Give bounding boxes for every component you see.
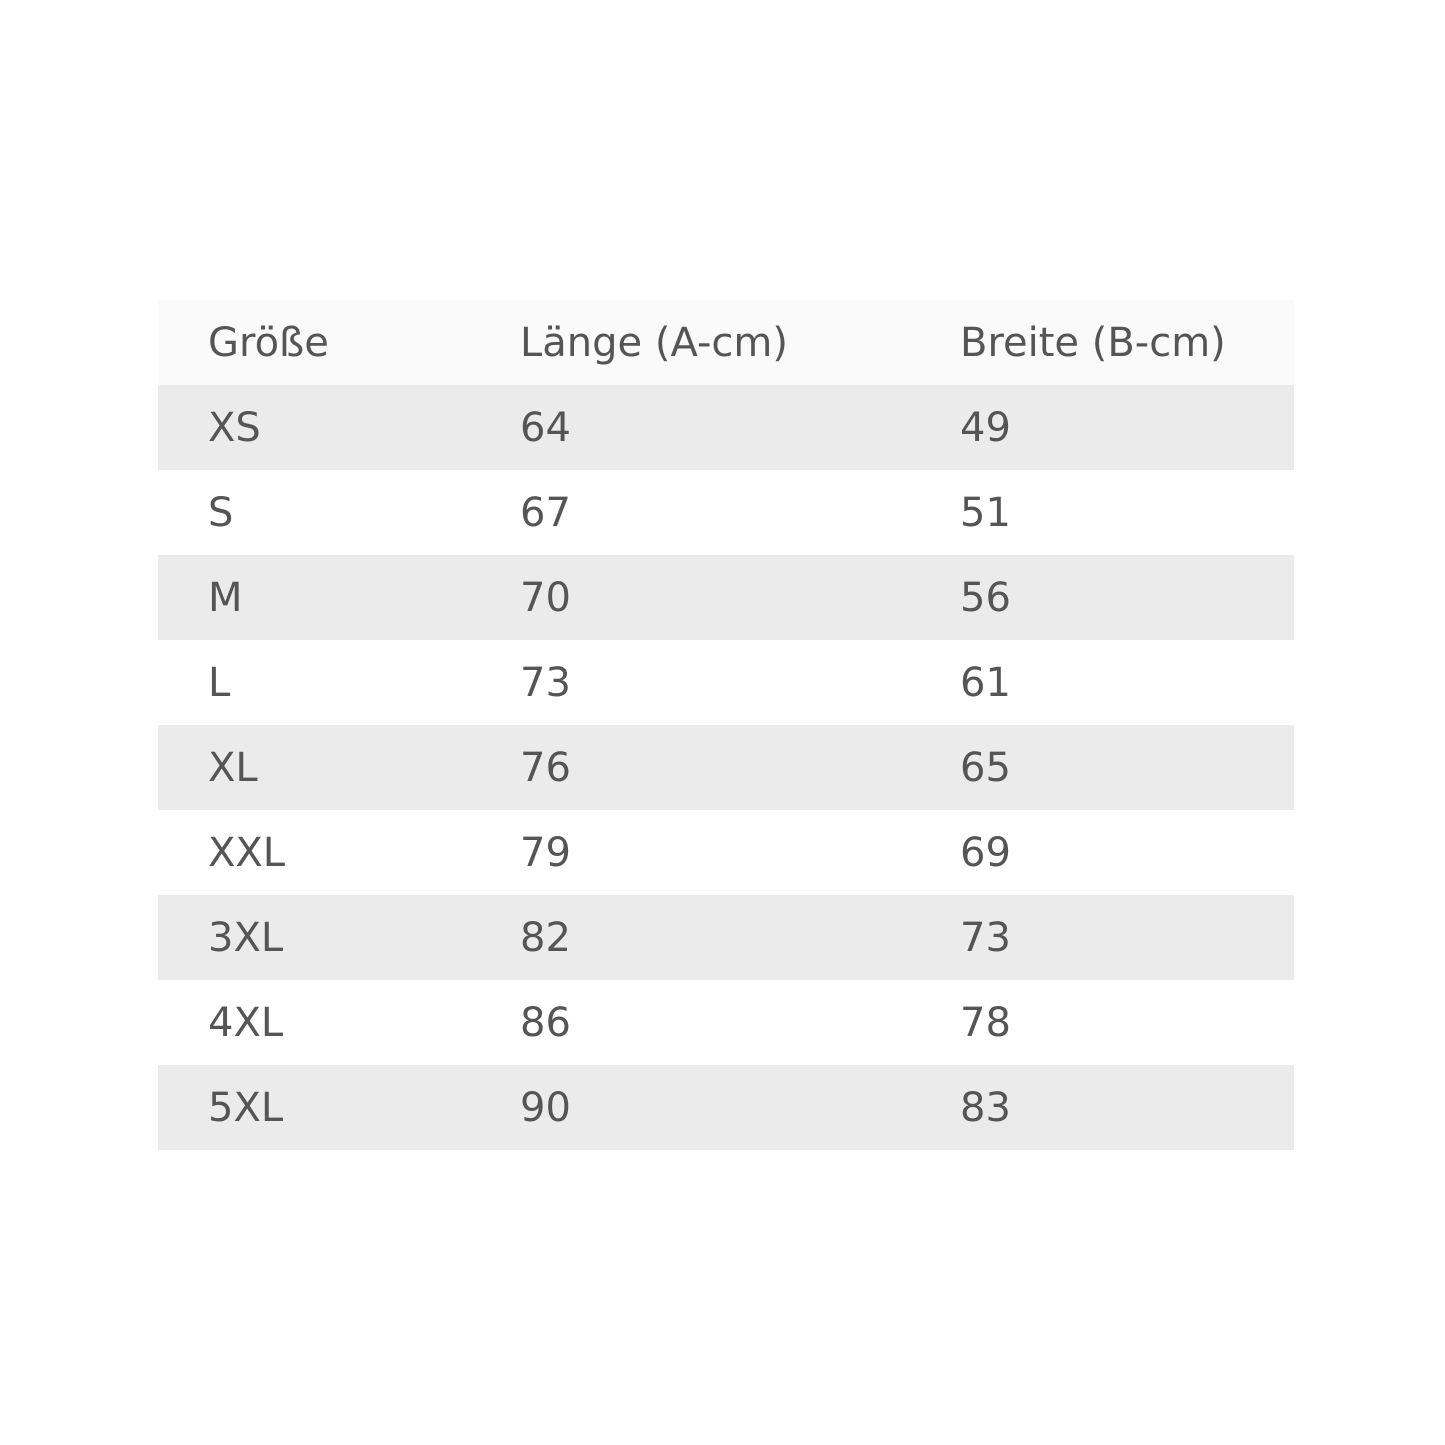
table-cell: XL [208,744,258,791]
size-table: Größe Länge (A-cm) Breite (B-cm) XS 64 49 S 67 5… [158,300,1294,1150]
table-cell: XS [208,404,261,451]
table-cell: 90 [520,1084,571,1131]
table-row: XS 64 49 [158,385,1294,470]
table-cell: L [208,659,231,706]
table-cell: XXL [208,829,286,876]
table-cell: 64 [520,404,571,451]
table-cell: 78 [960,999,1011,1046]
table-cell: S [208,489,234,536]
table-cell: 69 [960,829,1011,876]
table-cell: 56 [960,574,1011,621]
table-cell: Länge (A-cm) [520,319,788,366]
table-cell: 61 [960,659,1011,706]
table-cell: 65 [960,744,1011,791]
table-row: 4XL 86 78 [158,980,1294,1065]
table-row: Größe Länge (A-cm) Breite (B-cm) [158,300,1294,385]
table-cell: 83 [960,1084,1011,1131]
table-cell: 49 [960,404,1011,451]
table-cell: 76 [520,744,571,791]
table-cell: 82 [520,914,571,961]
table-row: 5XL 90 83 [158,1065,1294,1150]
table-cell: 73 [960,914,1011,961]
table-cell: 67 [520,489,571,536]
table-cell: Breite (B-cm) [960,319,1226,366]
table-row: L 73 61 [158,640,1294,725]
table-row: XL 76 65 [158,725,1294,810]
table-row: 3XL 82 73 [158,895,1294,980]
table-cell: 73 [520,659,571,706]
table-cell: 86 [520,999,571,1046]
table-cell: M [208,574,243,621]
table-row: XXL 79 69 [158,810,1294,895]
table-cell: 79 [520,829,571,876]
table-row: S 67 51 [158,470,1294,555]
table-cell: 4XL [208,999,284,1046]
table-row: M 70 56 [158,555,1294,640]
table-cell: 51 [960,489,1011,536]
table-cell: 70 [520,574,571,621]
table-cell: 5XL [208,1084,284,1131]
table-cell: 3XL [208,914,284,961]
table-cell: Größe [208,319,329,366]
